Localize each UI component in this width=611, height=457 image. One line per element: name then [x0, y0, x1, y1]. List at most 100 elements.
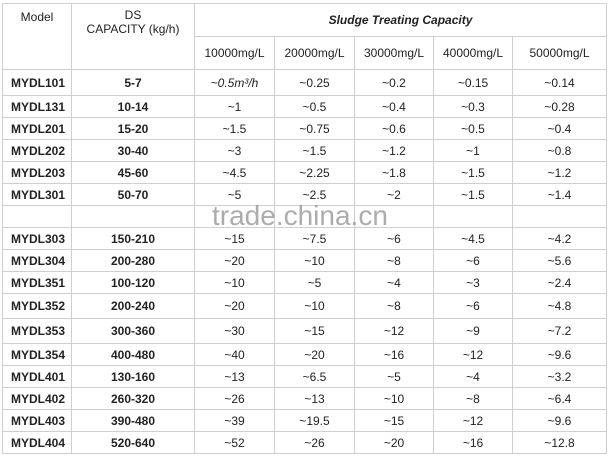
- capacity-cell: ~2.5: [274, 183, 355, 206]
- capacity-cell: ~0.3: [433, 95, 513, 118]
- capacity-cell: ~1.8: [354, 161, 434, 184]
- blurred-cell: [512, 205, 607, 228]
- table-row: MYDL353 300-360 ~30 ~15 ~12 ~9 ~7.2: [2, 318, 607, 344]
- capacity-cell: ~12.8: [512, 431, 607, 454]
- model-cell: MYDL131: [2, 95, 72, 118]
- header-conc: 20000mg/L: [274, 36, 355, 70]
- capacity-cell: ~13: [194, 365, 275, 388]
- capacity-cell: ~9: [433, 318, 513, 344]
- sludge-capacity-table: Model DS CAPACITY (kg/h) Sludge Treating …: [2, 3, 607, 454]
- capacity-cell: ~39: [194, 409, 275, 432]
- capacity-cell: ~2.25: [274, 161, 355, 184]
- capacity-cell: ~20: [194, 293, 275, 319]
- model-cell: MYDL354: [2, 343, 72, 366]
- header-ds-capacity: DS CAPACITY (kg/h): [71, 3, 195, 70]
- capacity-cell: ~26: [274, 431, 355, 454]
- capacity-cell: ~20: [354, 431, 434, 454]
- blurred-cell: [71, 205, 195, 228]
- table-row: MYDL304 200-280 ~20 ~10 ~8 ~6 ~5.6: [2, 249, 607, 272]
- model-cell: MYDL401: [2, 365, 72, 388]
- model-cell: MYDL351: [2, 271, 72, 294]
- ds-capacity-cell: 150-210: [71, 227, 195, 250]
- table-row: MYDL403 390-480 ~39 ~19.5 ~15 ~12 ~9.6: [2, 409, 607, 432]
- model-cell: MYDL202: [2, 139, 72, 162]
- capacity-cell: ~0.5m³/h: [194, 69, 275, 96]
- ds-capacity-cell: 200-240: [71, 293, 195, 319]
- header-conc: 30000mg/L: [354, 36, 434, 70]
- capacity-cell: ~4.5: [194, 161, 275, 184]
- capacity-cell: ~4.2: [512, 227, 607, 250]
- capacity-cell: ~0.2: [354, 69, 434, 96]
- ds-capacity-cell: 300-360: [71, 318, 195, 344]
- capacity-cell: ~6: [433, 293, 513, 319]
- capacity-cell: ~20: [274, 343, 355, 366]
- ds-capacity-cell: 130-160: [71, 365, 195, 388]
- capacity-cell: ~8: [354, 293, 434, 319]
- capacity-cell: ~7.2: [512, 318, 607, 344]
- header-conc: 10000mg/L: [194, 36, 275, 70]
- ds-capacity-cell: 50-70: [71, 183, 195, 206]
- capacity-cell: ~40: [194, 343, 275, 366]
- ds-capacity-cell: 15-20: [71, 117, 195, 140]
- capacity-cell: ~1.2: [512, 161, 607, 184]
- table-row: MYDL354 400-480 ~40 ~20 ~16 ~12 ~9.6: [2, 343, 607, 366]
- capacity-cell: ~0.5: [274, 95, 355, 118]
- capacity-cell: ~0.5: [433, 117, 513, 140]
- capacity-cell: ~4: [354, 271, 434, 294]
- capacity-cell: ~1.5: [433, 161, 513, 184]
- ds-capacity-cell: 45-60: [71, 161, 195, 184]
- table-row: MYDL203 45-60 ~4.5 ~2.25 ~1.8 ~1.5 ~1.2: [2, 161, 607, 184]
- capacity-cell: ~5.6: [512, 249, 607, 272]
- table-row: MYDL401 130-160 ~13 ~6.5 ~5 ~4 ~3.2: [2, 365, 607, 388]
- capacity-cell: ~1: [433, 139, 513, 162]
- capacity-cell: ~16: [433, 431, 513, 454]
- capacity-cell: ~52: [194, 431, 275, 454]
- capacity-cell: ~15: [274, 318, 355, 344]
- capacity-cell: ~4: [433, 365, 513, 388]
- capacity-cell: ~8: [354, 249, 434, 272]
- ds-capacity-cell: 10-14: [71, 95, 195, 118]
- capacity-cell: ~16: [354, 343, 434, 366]
- model-cell: MYDL404: [2, 431, 72, 454]
- capacity-cell: ~0.14: [512, 69, 607, 96]
- header-conc: 40000mg/L: [433, 36, 513, 70]
- model-cell: MYDL402: [2, 387, 72, 410]
- capacity-cell: ~1.2: [354, 139, 434, 162]
- model-cell: MYDL301: [2, 183, 72, 206]
- capacity-cell: ~9.6: [512, 343, 607, 366]
- model-cell: MYDL203: [2, 161, 72, 184]
- capacity-cell: ~3: [194, 139, 275, 162]
- capacity-cell: ~12: [433, 343, 513, 366]
- table-row: MYDL202 30-40 ~3 ~1.5 ~1.2 ~1 ~0.8: [2, 139, 607, 162]
- capacity-cell: ~6: [433, 249, 513, 272]
- capacity-cell: ~0.25: [274, 69, 355, 96]
- model-cell: MYDL101: [2, 69, 72, 96]
- header-conc: 50000mg/L: [512, 36, 607, 70]
- capacity-cell: ~1.5: [433, 183, 513, 206]
- capacity-cell: ~1: [194, 95, 275, 118]
- ds-label: DS: [124, 8, 142, 22]
- table-row: MYDL352 200-240 ~20 ~10 ~8 ~6 ~4.8: [2, 293, 607, 319]
- capacity-cell: ~0.28: [512, 95, 607, 118]
- watermark: trade.china.cn: [212, 200, 388, 231]
- capacity-cell: ~3.2: [512, 365, 607, 388]
- capacity-cell: ~1.4: [512, 183, 607, 206]
- capacity-cell: ~12: [354, 318, 434, 344]
- blurred-row: [2, 205, 607, 228]
- capacity-cell: ~2.4: [512, 271, 607, 294]
- model-cell: MYDL352: [2, 293, 72, 319]
- table-row: MYDL404 520-640 ~52 ~26 ~20 ~16 ~12.8: [2, 431, 607, 454]
- ds-capacity-cell: 5-7: [71, 69, 195, 96]
- capacity-cell: ~1.5: [194, 117, 275, 140]
- ds-capacity-cell: 30-40: [71, 139, 195, 162]
- capacity-cell: ~0.8: [512, 139, 607, 162]
- table-row: MYDL131 10-14 ~1 ~0.5 ~0.4 ~0.3 ~0.28: [2, 95, 607, 118]
- capacity-cell: ~10: [274, 249, 355, 272]
- ds-capacity-cell: 400-480: [71, 343, 195, 366]
- capacity-cell: ~10: [274, 293, 355, 319]
- capacity-cell: ~6.5: [274, 365, 355, 388]
- ds-capacity-cell: 200-280: [71, 249, 195, 272]
- capacity-cell: ~10: [354, 387, 434, 410]
- capacity-cell: ~15: [354, 409, 434, 432]
- ds-capacity-cell: 100-120: [71, 271, 195, 294]
